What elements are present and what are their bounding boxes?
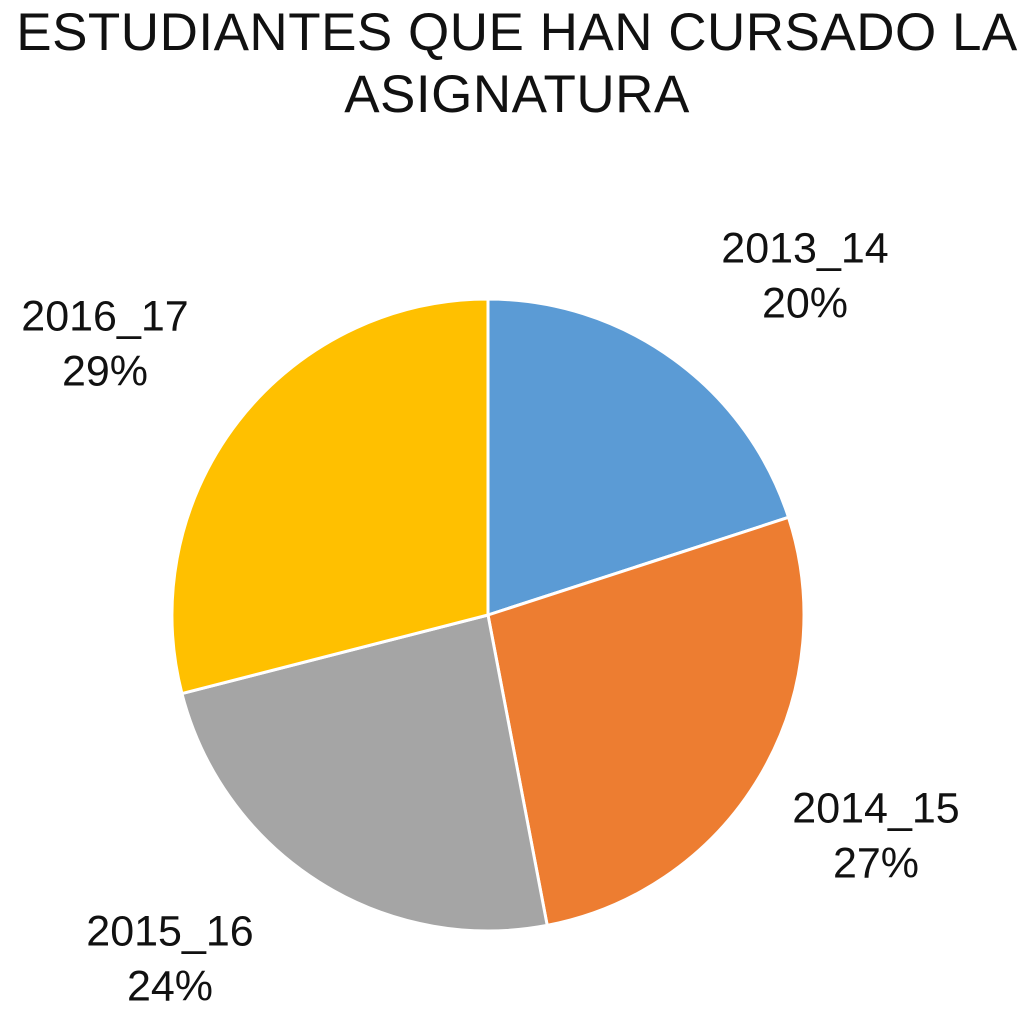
pie-labels: 2013_14 20% 2014_15 27% 2015_16 24% 2016_17 29% [21, 225, 959, 1011]
pie-slice-2014_15 [486, 515, 806, 927]
chart-title: ESTUDIANTES QUE HAN CURSADO LA ASIGNATUR… [0, 2, 1034, 126]
pie-slice-2015_16 [180, 613, 549, 933]
chart-title-line-1: ESTUDIANTES QUE HAN CURSADO LA [16, 3, 1018, 62]
slice-label: 2016_17 [21, 293, 188, 341]
pie-slice-2013_14 [486, 297, 791, 617]
slice-value-label: 29% [62, 348, 148, 396]
pie-slices [170, 297, 806, 933]
chart-title-line-2: ASIGNATURA [344, 65, 690, 124]
slice-value-label: 20% [762, 280, 848, 328]
slice-label: 2013_14 [721, 225, 888, 273]
slice-label: 2015_16 [86, 908, 253, 956]
slice-label: 2014_15 [792, 785, 959, 833]
slice-value-label: 24% [127, 963, 213, 1011]
slice-value-label: 27% [833, 840, 919, 888]
pie-slice-2016_17 [170, 297, 490, 696]
